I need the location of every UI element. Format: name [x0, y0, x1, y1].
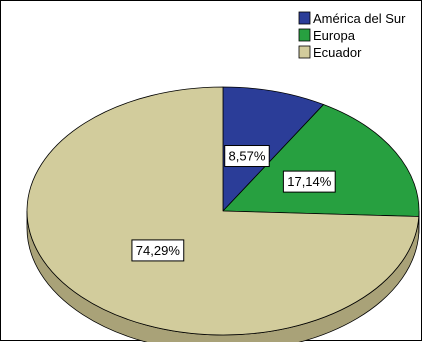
legend-item-europa: Europa: [299, 28, 356, 43]
data-label-america-del-sur: 8,57%: [225, 146, 270, 167]
legend-item-ecuador: Ecuador: [299, 45, 362, 60]
legend: América del Sur Europa Ecuador: [299, 11, 406, 60]
data-label-europa: 17,14%: [283, 171, 335, 192]
svg-text:Europa: Europa: [313, 28, 356, 43]
legend-item-america-del-sur: América del Sur: [299, 11, 406, 26]
svg-text:8,57%: 8,57%: [229, 149, 266, 164]
svg-text:17,14%: 17,14%: [287, 174, 332, 189]
svg-text:América del Sur: América del Sur: [313, 11, 406, 26]
svg-text:74,29%: 74,29%: [136, 243, 181, 258]
svg-text:Ecuador: Ecuador: [313, 45, 362, 60]
data-label-ecuador: 74,29%: [132, 240, 184, 261]
